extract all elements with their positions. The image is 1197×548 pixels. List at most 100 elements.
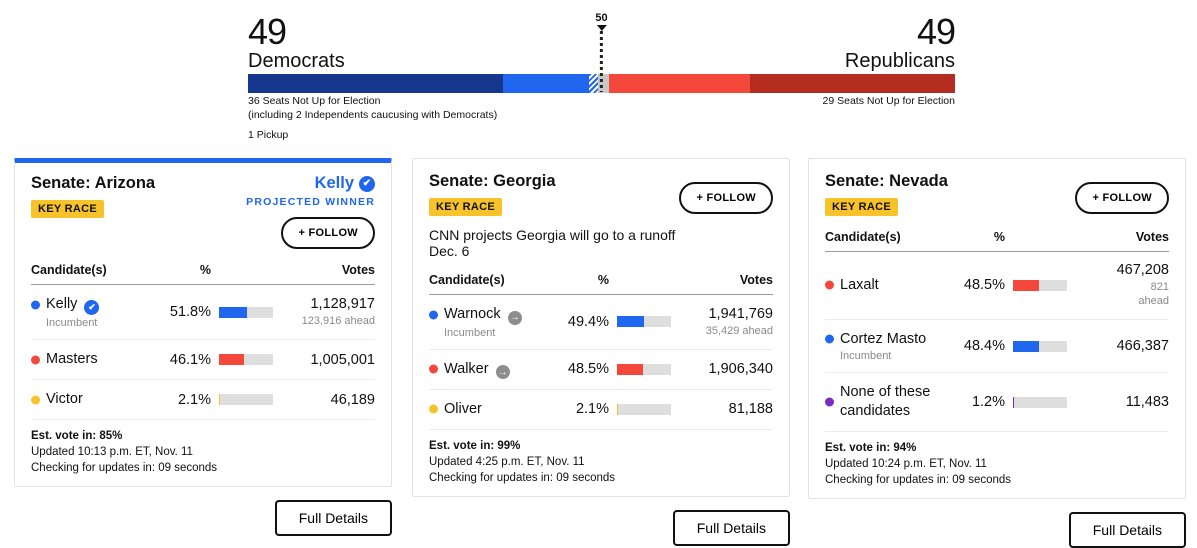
race-title: Senate: Georgia: [429, 172, 556, 190]
race-footer: Est. vote in: 85% Updated 10:13 p.m. ET,…: [31, 419, 375, 474]
candidate-row: Cortez Masto Incumbent 48.4% 466,387: [825, 318, 1169, 373]
dem-seat-count: 49: [248, 11, 287, 52]
full-details-button[interactable]: Full Details: [1068, 512, 1186, 548]
candidate-pct: 49.4%: [567, 313, 609, 330]
candidate-votes: 81,188: [728, 401, 773, 418]
marker-dotted-line: [600, 31, 603, 93]
key-race-badge: KEY RACE: [429, 198, 503, 216]
candidate-row: Victor 2.1% 46,189: [31, 379, 375, 419]
candidate-row: None of these candidates 1.2% 11,483: [825, 372, 1169, 431]
candidate-votes: 46,189: [330, 391, 375, 408]
votes-ahead: 35,429 ahead: [705, 324, 773, 337]
party-dot: [429, 404, 438, 414]
race-title: Senate: Arizona: [31, 174, 156, 192]
incumbent-label: Incumbent: [46, 317, 98, 330]
result-bar-fill: [617, 363, 644, 375]
race-title: Senate: Nevada: [825, 172, 948, 190]
candidate-name: Laxalt: [840, 276, 879, 293]
race-card: Senate: Nevada KEY RACE + FOLLOW Candida…: [808, 158, 1186, 500]
candidate-name: Victor: [46, 391, 83, 408]
projected-winner-block: Kelly ✔ PROJECTED WINNER: [246, 174, 375, 208]
candidate-pct: 48.4%: [963, 338, 1005, 355]
key-race-badge: KEY RACE: [31, 200, 105, 218]
votes-ahead: 123,916 ahead: [301, 315, 375, 328]
candidate-pct: 48.5%: [963, 277, 1005, 294]
follow-button[interactable]: + FOLLOW: [679, 182, 773, 214]
balance-bar: [248, 74, 955, 93]
race-note: CNN projects Georgia will go to a runoff…: [429, 227, 676, 259]
result-bar-fill: [617, 403, 619, 415]
candidate-votes: 11,483: [1125, 394, 1169, 411]
col-pct: %: [597, 273, 609, 287]
key-race-badge: KEY RACE: [825, 198, 899, 216]
col-pct: %: [199, 263, 211, 277]
est-vote-in: Est. vote in: 99%: [429, 439, 521, 452]
votes-ahead: 821 ahead: [1138, 281, 1169, 308]
candidate-name: Walker: [444, 360, 489, 377]
candidate-pct: 2.1%: [177, 391, 211, 408]
candidate-votes: 1,906,340: [708, 361, 773, 378]
projected-winner-label: PROJECTED WINNER: [246, 196, 375, 208]
result-bar-fill: [1013, 279, 1040, 291]
race-footer: Est. vote in: 94% Updated 10:24 p.m. ET,…: [825, 431, 1169, 486]
party-dot: [429, 310, 438, 320]
candidate-row: Kelly ✔ Incumbent 51.8% 1,128,917 123,91…: [31, 285, 375, 339]
candidate-pct: 2.1%: [575, 401, 609, 418]
runoff-arrow-icon: →: [507, 310, 522, 325]
rep-party-label: Republicans: [844, 50, 955, 72]
follow-button[interactable]: + FOLLOW: [1075, 182, 1169, 214]
est-vote-in: Est. vote in: 94%: [825, 442, 917, 455]
checking-updates: Checking for updates in: 09 seconds: [825, 474, 1012, 487]
col-candidates: Candidate(s): [429, 273, 505, 287]
majority-marker: 50: [595, 12, 608, 93]
candidate-pct: 48.5%: [567, 361, 609, 378]
result-bar: [1013, 340, 1067, 352]
candidate-row: Laxalt 48.5% 467,208 821 ahead: [825, 252, 1169, 319]
incumbent-label: Incumbent: [444, 326, 496, 339]
full-details-button[interactable]: Full Details: [672, 509, 790, 546]
result-bar: [1013, 279, 1067, 291]
candidate-name: None of these candidates: [840, 384, 931, 420]
updated-at: Updated 10:24 p.m. ET, Nov. 11: [825, 458, 987, 471]
majority-marker-label: 50: [595, 12, 608, 24]
candidate-name: Kelly: [46, 296, 78, 312]
follow-button[interactable]: + FOLLOW: [281, 217, 375, 249]
dem-seat-leading-hatched-segment: [589, 74, 598, 93]
col-candidates: Candidate(s): [825, 230, 901, 244]
uncalled-seats-segment: [597, 74, 609, 93]
party-dot: [31, 395, 40, 405]
result-bar: [617, 403, 671, 415]
winner-name: Kelly: [314, 174, 354, 192]
candidate-votes: 467,208: [1116, 262, 1169, 278]
party-dot: [31, 355, 40, 365]
rep-seat-count: 49: [916, 11, 956, 52]
col-candidates: Candidate(s): [31, 263, 107, 277]
results-table-header: Candidate(s) % Votes: [825, 230, 1169, 252]
result-bar: [617, 363, 671, 375]
rep-seats-won-segment: [608, 74, 750, 93]
full-details-button[interactable]: Full Details: [274, 500, 392, 537]
race-footer: Est. vote in: 99% Updated 4:25 p.m. ET, …: [429, 428, 773, 484]
candidate-name: Warnock: [444, 306, 501, 322]
result-bar: [219, 394, 273, 406]
rep-seats-not-up-segment: [749, 74, 955, 93]
candidate-votes: 466,387: [1116, 338, 1169, 355]
runoff-arrow-icon: →: [495, 365, 510, 379]
candidate-name: Cortez Masto: [840, 330, 927, 347]
candidate-row: Oliver 2.1% 81,188: [429, 389, 773, 429]
results-table-header: Candidate(s) % Votes: [31, 263, 375, 285]
checking-updates: Checking for updates in: 09 seconds: [429, 471, 616, 484]
result-bar: [617, 316, 671, 328]
candidate-pct: 46.1%: [169, 351, 211, 368]
result-bar-fill: [617, 316, 644, 328]
candidate-row: Masters 46.1% 1,005,001: [31, 339, 375, 379]
check-icon: ✔: [84, 300, 100, 316]
race-card: Senate: Georgia KEY RACE CNN projects Ge…: [412, 158, 790, 497]
candidate-votes: 1,941,769: [708, 305, 773, 322]
updated-at: Updated 4:25 p.m. ET, Nov. 11: [429, 455, 585, 468]
incumbent-label: Incumbent: [840, 350, 892, 363]
candidate-votes: 1,005,001: [310, 351, 375, 368]
check-icon: ✔: [359, 175, 375, 192]
result-bar-fill: [1013, 396, 1014, 408]
candidate-pct: 51.8%: [169, 304, 211, 321]
